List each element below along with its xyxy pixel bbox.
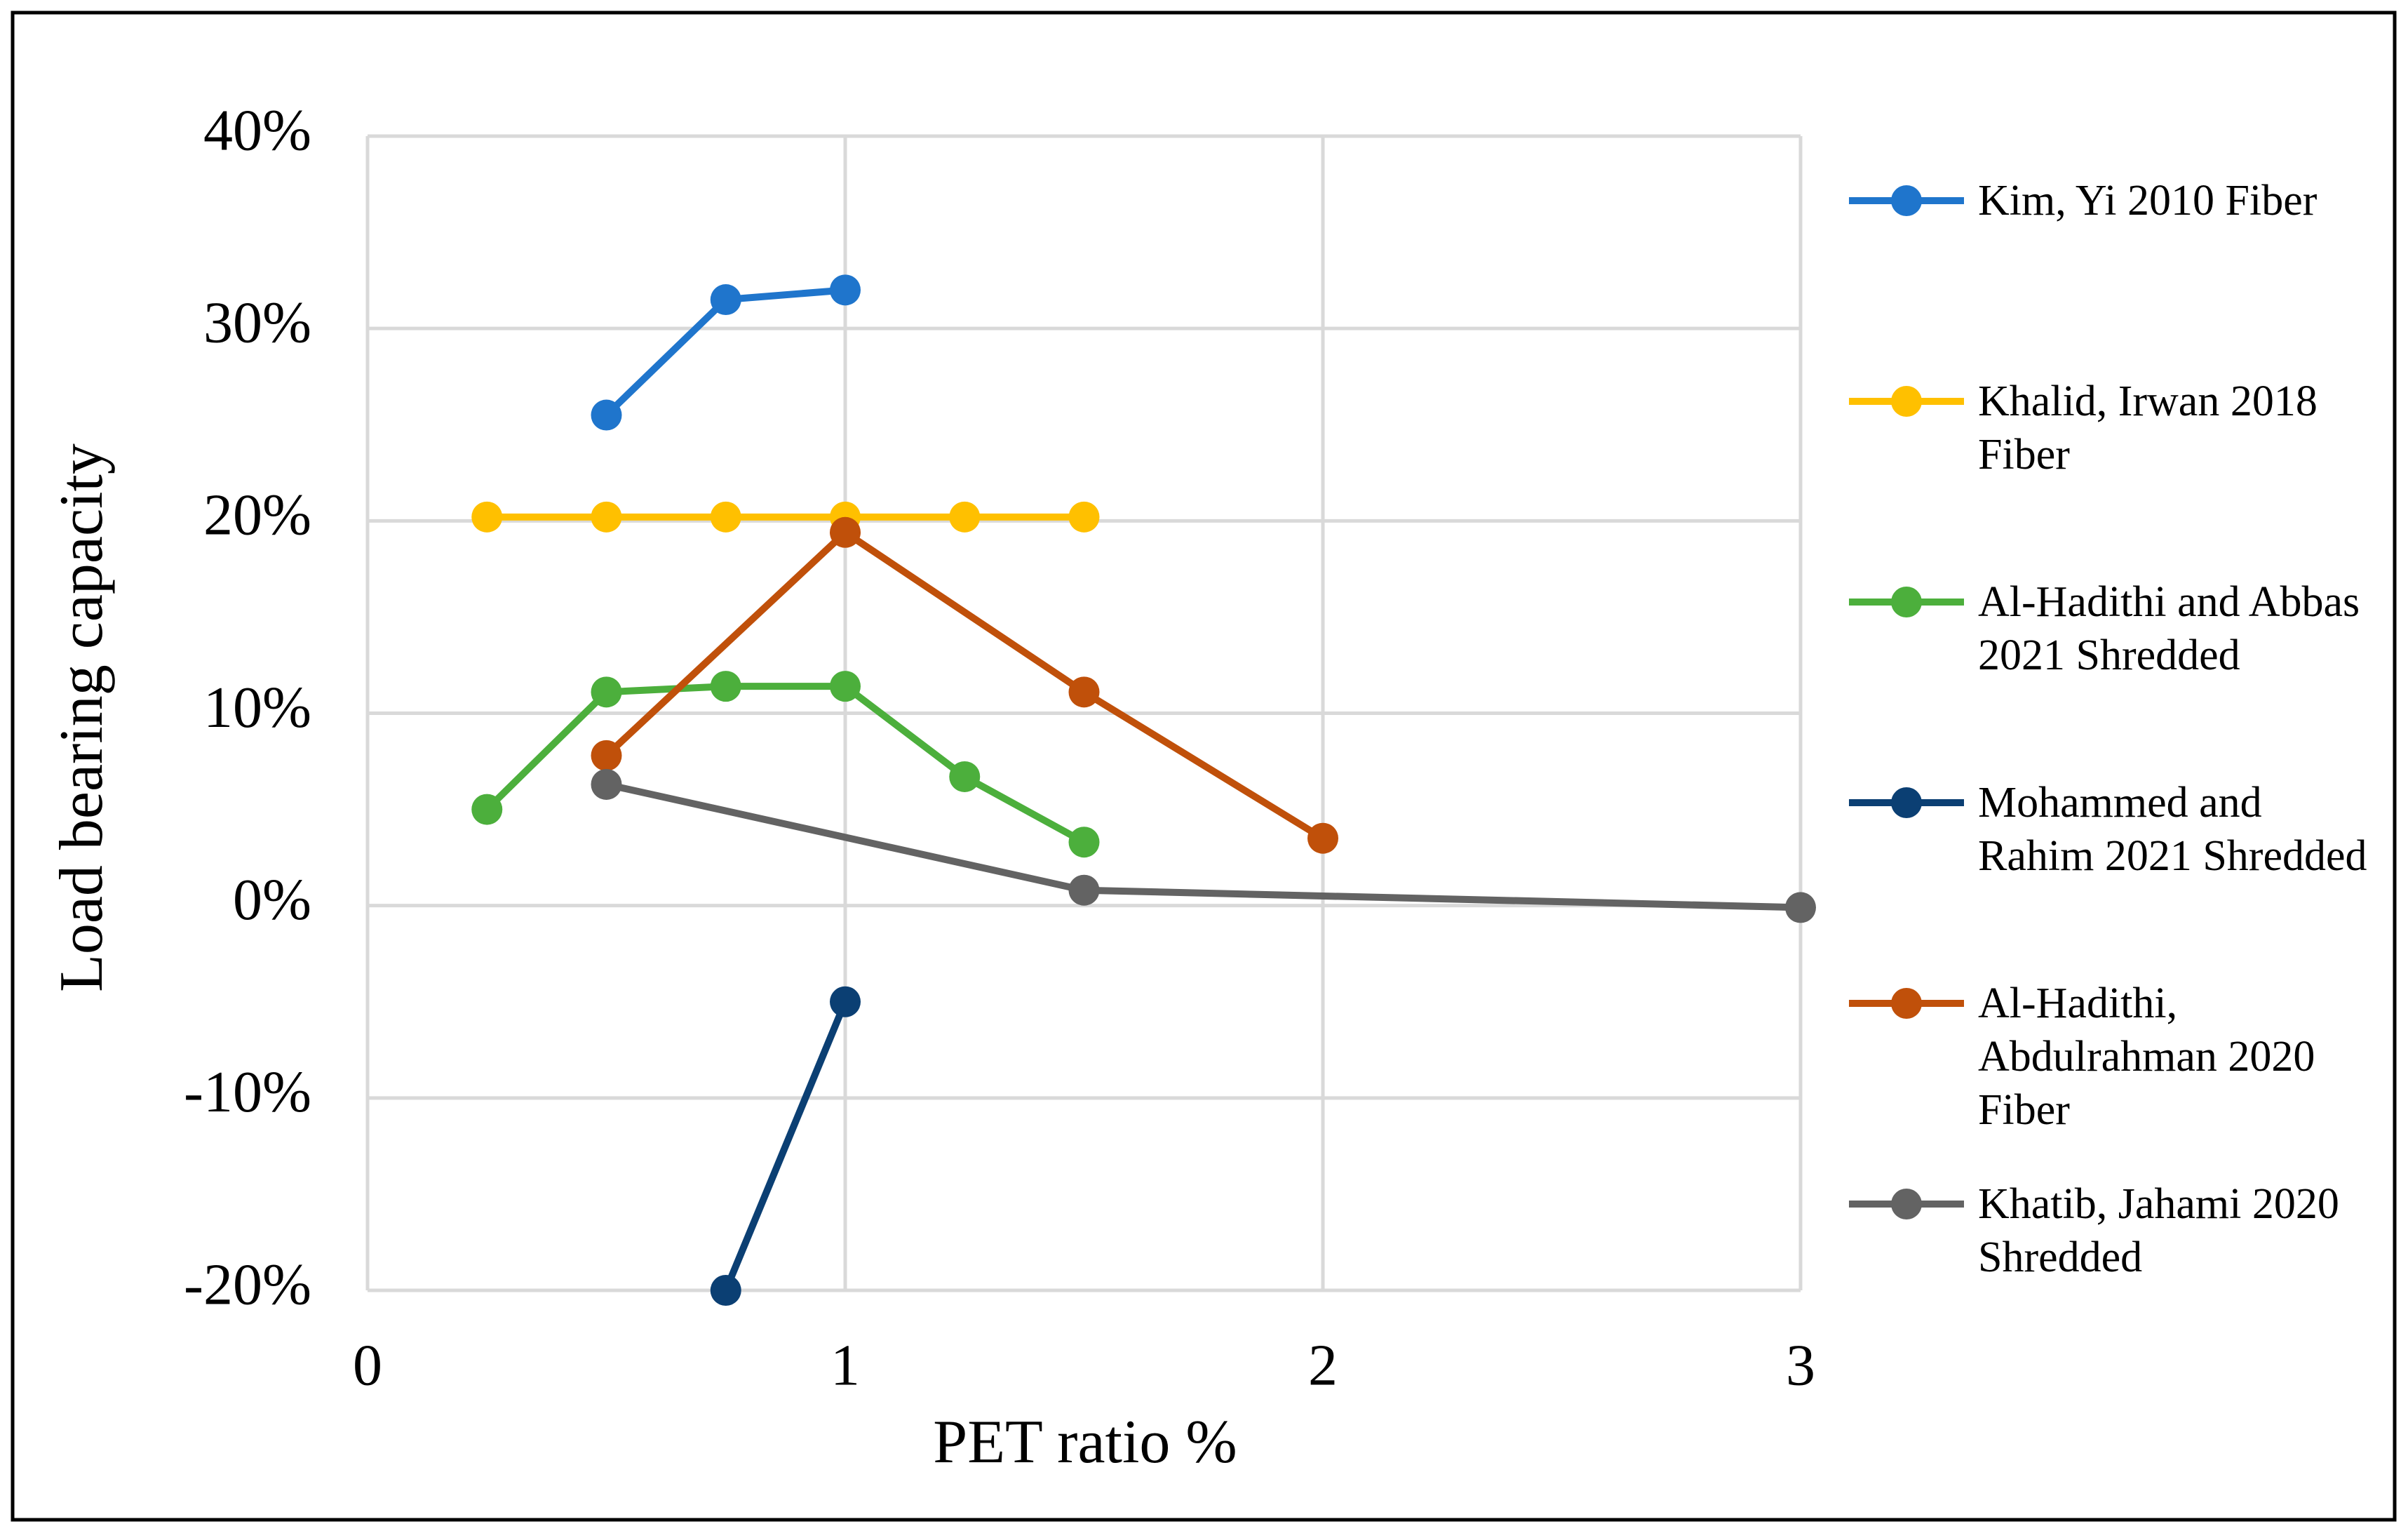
- data-point: [949, 761, 981, 792]
- legend-dot: [1891, 787, 1922, 818]
- data-point: [830, 274, 861, 306]
- series-line: [605, 781, 1801, 911]
- series: [471, 671, 1100, 858]
- data-point: [830, 516, 861, 548]
- legend-marker: [1849, 988, 1964, 1019]
- x-tick-label: 0: [353, 1332, 382, 1398]
- series: [591, 768, 1816, 923]
- legend-item: Al-Hadithi, Abdulrahman 2020 Fiber: [1845, 977, 2378, 1137]
- series-line: [722, 1000, 849, 1292]
- series: [591, 516, 1338, 854]
- data-point: [710, 1275, 741, 1306]
- x-axis-title: PET ratio %: [933, 1408, 1237, 1476]
- series: [471, 501, 1100, 533]
- legend-item: Kim, Yi 2010 Fiber: [1845, 174, 2378, 227]
- series: [710, 986, 861, 1306]
- data-point: [591, 740, 622, 771]
- data-point: [471, 501, 503, 533]
- legend-label: Kim, Yi 2010 Fiber: [1978, 177, 2318, 225]
- y-tick-label: 0%: [233, 867, 311, 932]
- x-tick-label: 1: [830, 1332, 860, 1398]
- legend-dot: [1891, 988, 1922, 1019]
- y-tick-label: 20%: [203, 483, 311, 548]
- data-point: [591, 501, 622, 533]
- legend-label: Al-Hadithi and Abbas 2021 Shredded: [1978, 578, 2360, 679]
- chart-border: [11, 11, 2397, 1522]
- data-point: [471, 794, 503, 825]
- data-point: [1068, 827, 1100, 858]
- data-point: [710, 671, 741, 702]
- y-tick-label: 40%: [203, 98, 311, 163]
- series: [591, 274, 861, 431]
- legend-dot: [1891, 386, 1922, 417]
- data-point: [830, 986, 861, 1017]
- legend-marker: [1849, 386, 1964, 417]
- y-tick-label: -10%: [184, 1059, 311, 1125]
- series-line: [484, 683, 1086, 845]
- legend-dot: [1891, 587, 1922, 617]
- legend-item: Khatib, Jahami 2020 Shredded: [1845, 1177, 2378, 1284]
- data-point: [591, 676, 622, 708]
- y-tick-label: 30%: [203, 290, 311, 355]
- series-line: [604, 528, 1325, 841]
- legend-marker: [1849, 185, 1964, 216]
- data-point: [591, 768, 622, 800]
- legend-dot: [1891, 185, 1922, 216]
- legend-label: Khatib, Jahami 2020 Shredded: [1978, 1180, 2339, 1281]
- data-point: [710, 284, 741, 316]
- legend-marker: [1849, 1189, 1964, 1219]
- y-tick-label: -20%: [184, 1252, 311, 1317]
- y-tick-label: 10%: [203, 675, 311, 740]
- data-point: [1068, 676, 1100, 708]
- legend-item: Khalid, Irwan 2018 Fiber: [1845, 375, 2378, 481]
- legend-dot: [1891, 1189, 1922, 1219]
- legend-marker: [1849, 587, 1964, 617]
- data-point: [710, 501, 741, 533]
- y-axis-title: Load bearing capacity: [48, 443, 116, 992]
- x-tick-label: 2: [1308, 1332, 1338, 1398]
- legend-item: Mohammed and Rahim 2021 Shredded: [1845, 776, 2378, 883]
- x-tick-label: 3: [1786, 1332, 1815, 1398]
- data-point: [1068, 501, 1100, 533]
- data-point: [949, 501, 981, 533]
- legend-label: Khalid, Irwan 2018 Fiber: [1978, 377, 2318, 479]
- legend-item: Al-Hadithi and Abbas 2021 Shredded: [1845, 575, 2378, 682]
- data-point: [591, 399, 622, 431]
- legend-label: Al-Hadithi, Abdulrahman 2020 Fiber: [1978, 980, 2315, 1134]
- data-point: [1307, 822, 1338, 854]
- data-point: [1785, 892, 1816, 923]
- data-point: [830, 671, 861, 702]
- data-point: [1068, 874, 1100, 906]
- legend-label: Mohammed and Rahim 2021 Shredded: [1978, 779, 2367, 880]
- legend-marker: [1849, 787, 1964, 818]
